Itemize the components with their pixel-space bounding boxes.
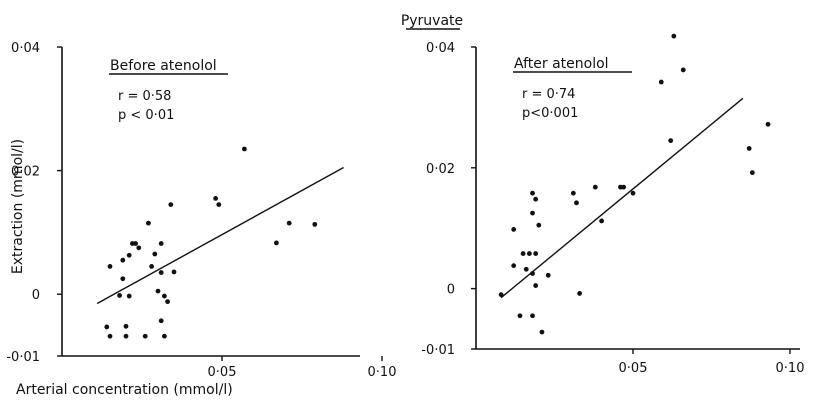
data-point [671,33,677,39]
data-point [680,67,686,73]
data-point [165,299,171,305]
data-point [162,293,167,299]
data-point [574,200,579,206]
data-point [523,266,529,272]
y-tick-label: 0 [447,283,455,298]
stat-line: r = 0·58 [118,89,171,104]
figure-title: Pyruvate [401,13,463,29]
data-point [126,293,132,299]
data-point [146,220,151,226]
data-point [123,323,129,329]
data-point [530,271,535,276]
y-axis-title: Extraction (mmol/l) [10,139,26,274]
data-point [530,313,535,319]
data-point [592,184,598,190]
data-point [539,329,545,335]
data-point [511,263,517,269]
data-point [152,251,158,257]
panel-after-atenolol: -0·01 0 0·02 0·04 0·05 0·10 After atenolol r = … [421,33,805,376]
data-point [136,245,142,251]
data-point [577,291,583,296]
data-point [104,324,110,330]
data-point [133,241,139,246]
data-point [599,218,604,224]
panel-label: Before atenolol [110,58,217,74]
y-tick-label: -0·01 [421,343,455,358]
data-point [526,251,532,256]
data-point [570,190,576,196]
panel-label: After atenolol [514,56,609,72]
data-point [312,221,318,227]
data-point [765,121,771,127]
data-point [107,263,113,269]
data-point [123,333,129,339]
data-point [158,270,164,275]
y-tick-label: 0·02 [426,162,455,177]
y-tick-label: -0·01 [6,350,40,365]
data-point [168,202,174,207]
data-point [216,202,222,207]
stat-line: p<0·001 [522,106,578,121]
panel-before-atenolol: -0·01 0 0·02 0·04 0·05 0·10 Before atenolol r =… [6,41,396,398]
data-point [142,333,148,339]
data-point [171,269,177,275]
data-point [621,184,626,190]
data-point [117,293,122,298]
data-point [286,220,292,226]
data-point [533,283,539,288]
data-point [149,263,155,269]
data-point [498,292,504,298]
y-tick-label: 0·04 [11,41,40,56]
data-point [536,222,542,228]
data-point [213,196,219,201]
data-point [274,240,279,246]
y-tick-label: 0·02 [11,165,40,180]
data-point [749,170,755,176]
regression-line [96,166,344,305]
x-tick-label: 0·10 [776,361,805,376]
data-point [530,210,535,216]
data-point [120,257,126,263]
y-tick-label: 0 [32,288,40,303]
x-tick-label: 0·10 [368,365,397,380]
data-point [155,288,161,294]
data-point [668,138,674,144]
x-tick-label: 0·05 [619,361,648,376]
data-point [533,196,539,202]
stat-line: p < 0·01 [118,108,174,123]
data-point [530,190,535,196]
data-point [746,146,752,151]
data-point [162,333,167,339]
data-point [158,318,164,324]
x-tick-label: 0·05 [208,365,237,380]
data-point [517,313,523,319]
x-axis-title: Arterial concentration (mmol/l) [16,382,233,398]
stat-line: r = 0·74 [522,87,575,102]
data-point [158,241,164,246]
data-point [107,333,113,339]
data-point [533,251,539,256]
y-tick-label: 0·04 [426,41,455,56]
data-point [630,190,636,196]
data-point [658,79,664,85]
data-point [545,272,551,278]
data-point [126,252,132,258]
data-point [511,227,517,232]
data-point [120,276,126,282]
data-point [520,251,526,256]
data-point [242,146,247,152]
regression-line [500,97,744,299]
